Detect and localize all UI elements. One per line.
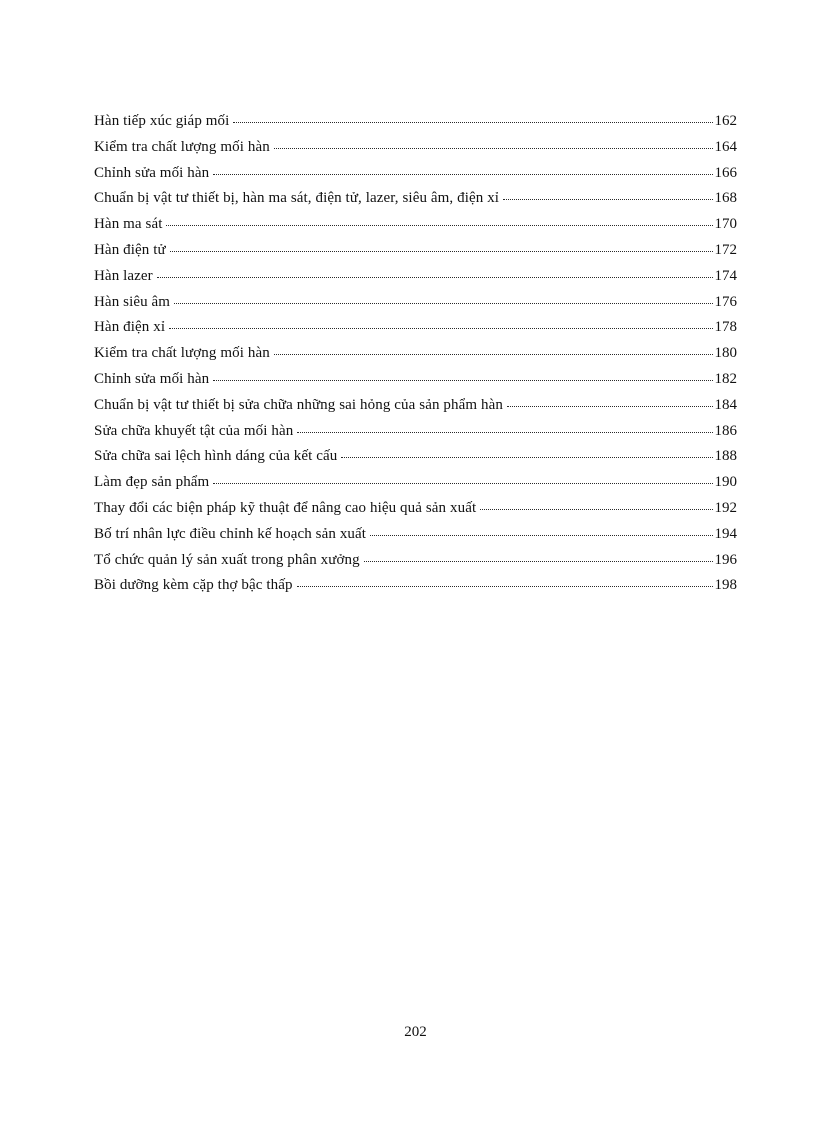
toc-dot-leader [370,534,713,536]
toc-entry-page: 194 [714,525,738,542]
toc-dot-leader [297,431,713,433]
toc-entry-title: Bồi dưỡng kèm cặp thợ bậc thấp [94,577,293,594]
toc-entry-page: 166 [714,164,738,181]
toc-row: Kiểm tra chất lượng mối hàn 164 [94,135,737,161]
toc-entry-page: 186 [714,422,738,439]
toc-entry-page: 192 [714,499,738,516]
toc-entry-page: 188 [714,448,738,465]
toc-row: Hàn lazer 174 [94,264,737,290]
toc-row: Hàn siêu âm 176 [94,290,737,316]
toc-dot-leader [213,379,713,381]
toc-entry-title: Chuẩn bị vật tư thiết bị, hàn ma sát, đi… [94,190,500,207]
toc-row: Kiểm tra chất lượng mối hàn 180 [94,341,737,367]
toc-dot-leader [480,508,713,510]
toc-entry-page: 178 [714,319,738,336]
toc-entry-title: Sửa chữa khuyết tật của mối hàn [94,422,294,439]
toc-entry-page: 190 [714,474,738,491]
toc-entry-title: Tổ chức quản lý sản xuất trong phân xưởn… [94,551,360,568]
toc-entry-page: 170 [714,216,738,233]
toc-dot-leader [174,302,713,304]
toc-entry-title: Hàn lazer [94,267,153,284]
toc-entry-title: Kiểm tra chất lượng mối hàn [94,138,270,155]
toc-entry-page: 168 [714,190,738,207]
toc-row: Hàn ma sát 170 [94,212,737,238]
toc-row: Chỉnh sửa mối hàn 166 [94,161,737,187]
toc-entry-page: 198 [714,577,738,594]
toc-row: Sửa chữa khuyết tật của mối hàn 186 [94,419,737,445]
toc-dot-leader [233,122,713,123]
toc-row: Thay đổi các biện pháp kỹ thuật để nâng … [94,496,737,522]
toc-entry-title: Kiểm tra chất lượng mối hàn [94,345,270,362]
toc-entry-title: Chỉnh sửa mối hàn [94,370,210,387]
toc-dot-leader [273,147,713,149]
toc-dot-leader [213,173,713,175]
toc-entry-title: Bố trí nhân lực điều chỉnh kế hoạch sản … [94,525,367,542]
toc-entry-title: Thay đổi các biện pháp kỹ thuật để nâng … [94,499,477,516]
toc-dot-leader [503,199,713,201]
toc-row: Làm đẹp sản phẩm 190 [94,470,737,496]
toc-entry-page: 172 [714,241,738,258]
toc-entry-page: 182 [714,370,738,387]
toc-dot-leader [166,225,713,227]
toc-row: Bố trí nhân lực điều chỉnh kế hoạch sản … [94,522,737,548]
toc-row: Tổ chức quản lý sản xuất trong phân xưởn… [94,548,737,574]
toc-row: Chuẩn bị vật tư thiết bị, hàn ma sát, đi… [94,186,737,212]
toc-entry-title: Hàn điện tử [94,241,166,258]
toc-entry-title: Hàn điện xỉ [94,319,166,336]
toc-dot-leader [363,560,713,562]
toc-dot-leader [169,250,713,252]
toc-entry-title: Sửa chữa sai lệch hình dáng của kết cấu [94,448,338,465]
toc-entry-page: 180 [714,345,738,362]
toc-entry-page: 164 [714,138,738,155]
toc-entry-page: 162 [714,113,738,129]
toc-entry-title: Chỉnh sửa mối hàn [94,164,210,181]
toc-entry-page: 176 [714,293,738,310]
toc-entry-title: Hàn tiếp xúc giáp mối [94,113,230,129]
toc-entry-title: Hàn siêu âm [94,293,171,310]
toc-dot-leader [273,354,713,356]
toc-row: Sửa chữa sai lệch hình dáng của kết cấu … [94,444,737,470]
toc-row: Hàn điện tử 172 [94,238,737,264]
toc-entry-title: Chuẩn bị vật tư thiết bị sửa chữa những … [94,396,503,413]
toc-entry-title: Làm đẹp sản phẩm [94,474,210,491]
toc-entry-page: 174 [714,267,738,284]
toc-entry-title: Hàn ma sát [94,216,163,233]
toc-row: Hàn điện xỉ 178 [94,315,737,341]
toc-entry-page: 184 [714,396,738,413]
toc-row: Hàn tiếp xúc giáp mối 162 [94,109,737,135]
toc-dot-leader [296,586,713,588]
toc-dot-leader [169,328,713,330]
toc-list: Hàn tiếp xúc giáp mối 162 Kiểm tra chất … [94,109,737,599]
toc-row: Chuẩn bị vật tư thiết bị sửa chữa những … [94,393,737,419]
toc-dot-leader [213,483,713,485]
toc-dot-leader [506,405,713,407]
footer-page-number: 202 [404,1024,427,1040]
toc-dot-leader [341,457,713,459]
toc-entry-page: 196 [714,551,738,568]
toc-dot-leader [156,276,713,278]
toc-row: Bồi dưỡng kèm cặp thợ bậc thấp 198 [94,573,737,599]
toc-row: Chỉnh sửa mối hàn 182 [94,367,737,393]
